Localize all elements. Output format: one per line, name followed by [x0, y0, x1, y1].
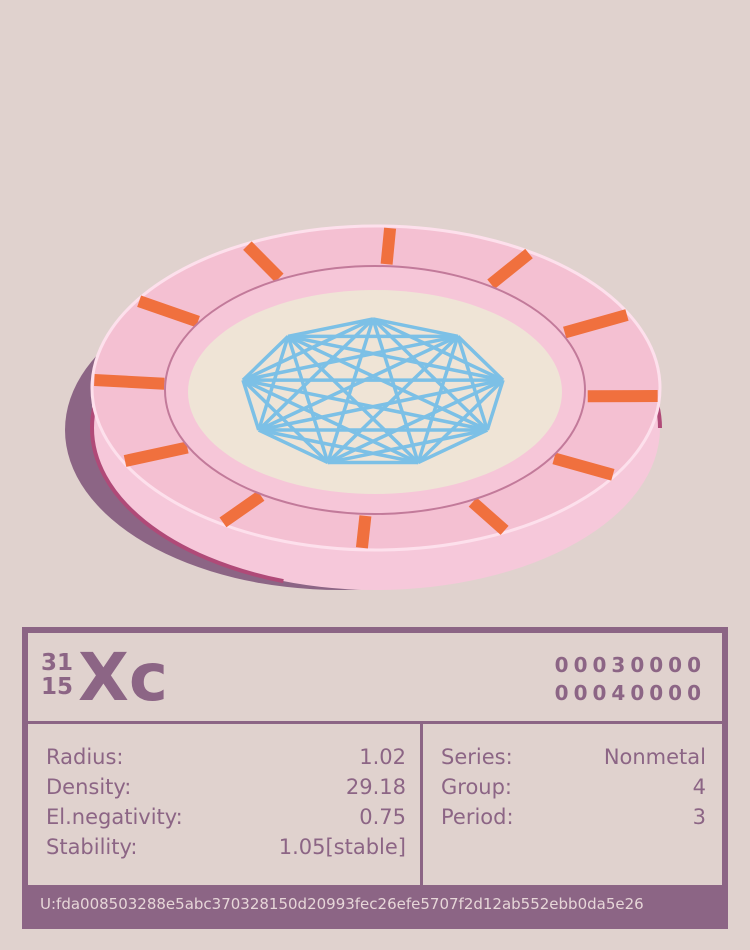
- property-row: Series: Nonmetal: [441, 742, 706, 772]
- properties-right: Series: Nonmetal Group: 4 Period: 3: [423, 724, 722, 888]
- property-value: 1.02: [359, 745, 406, 769]
- uid-footer: U:fda008503288e5abc370328150d20993fec26e…: [28, 885, 722, 923]
- property-row: Density: 29.18: [46, 772, 406, 802]
- star-line: [287, 317, 374, 339]
- property-value: Nonmetal: [603, 745, 706, 769]
- star-line: [327, 428, 488, 465]
- property-row: Period: 3: [441, 802, 706, 832]
- code-bottom: 00040000: [554, 681, 706, 705]
- star-line: [241, 378, 330, 464]
- atomic-number: 15: [41, 674, 74, 700]
- star-line: [286, 335, 330, 464]
- property-row: Group: 4: [441, 772, 706, 802]
- star-line: [257, 335, 290, 431]
- element-card: 31 15 Xc 00030000 00040000 Radius: 1.02 De…: [22, 627, 728, 929]
- star-line: [456, 335, 505, 382]
- mass-number: 31: [41, 650, 74, 676]
- properties-left: Radius: 1.02 Density: 29.18 El.negativity: 0.…: [28, 724, 423, 888]
- star-line: [417, 428, 489, 465]
- star-line: [242, 317, 374, 382]
- star-line: [242, 378, 419, 465]
- star-line: [326, 318, 375, 464]
- star-line: [287, 334, 489, 432]
- coin-tick-mark: [243, 241, 284, 283]
- property-value: 0.75: [359, 805, 406, 829]
- star-line: [456, 335, 489, 431]
- star-line: [242, 378, 488, 432]
- coin-tick-mark: [380, 227, 397, 265]
- star-line: [258, 378, 504, 432]
- property-label: Group:: [441, 775, 513, 799]
- star-line: [258, 428, 419, 465]
- property-label: Series:: [441, 745, 513, 769]
- nonagram-star-icon: [241, 317, 505, 465]
- star-line: [416, 378, 505, 464]
- property-label: Density:: [46, 775, 132, 799]
- star-line: [286, 335, 420, 464]
- card-header: 31 15 Xc 00030000 00040000: [28, 633, 722, 724]
- property-row: Stability: 1.05[stable]: [46, 832, 406, 862]
- coin-tick-mark: [563, 309, 629, 339]
- star-line: [371, 318, 420, 464]
- property-row: El.negativity: 0.75: [46, 802, 406, 832]
- coin-tick-mark: [552, 452, 615, 481]
- coin-tick-mark: [94, 374, 165, 390]
- property-label: Stability:: [46, 835, 138, 859]
- star-line: [241, 335, 290, 382]
- star-line: [485, 379, 505, 431]
- star-line: [242, 334, 459, 382]
- property-value: 4: [692, 775, 706, 799]
- element-codes: 00030000 00040000: [555, 651, 706, 707]
- property-value: 3: [692, 805, 706, 829]
- property-value: 1.05[stable]: [278, 835, 406, 859]
- coin-tick-mark: [219, 490, 265, 528]
- property-row: Radius: 1.02: [46, 742, 406, 772]
- coin-tick-mark: [123, 441, 189, 467]
- star-line: [372, 317, 504, 382]
- star-line: [257, 334, 459, 432]
- property-label: Radius:: [46, 745, 124, 769]
- star-line: [372, 317, 459, 339]
- coin-tick-mark: [487, 248, 533, 289]
- nuclide-numbers: 31 15: [41, 651, 73, 699]
- coin-tick-mark: [468, 497, 509, 535]
- star-line: [241, 379, 261, 431]
- element-symbol: Xc: [78, 639, 169, 716]
- star-line: [326, 335, 460, 464]
- property-value: 29.18: [345, 775, 406, 799]
- star-line: [257, 428, 329, 465]
- coin-tick-mark: [355, 515, 372, 549]
- property-label: El.negativity:: [46, 805, 183, 829]
- property-label: Period:: [441, 805, 514, 829]
- star-line: [287, 334, 504, 382]
- code-top: 00030000: [554, 653, 706, 677]
- coin-illustration: [65, 224, 662, 592]
- coin-tick-mark: [137, 295, 200, 328]
